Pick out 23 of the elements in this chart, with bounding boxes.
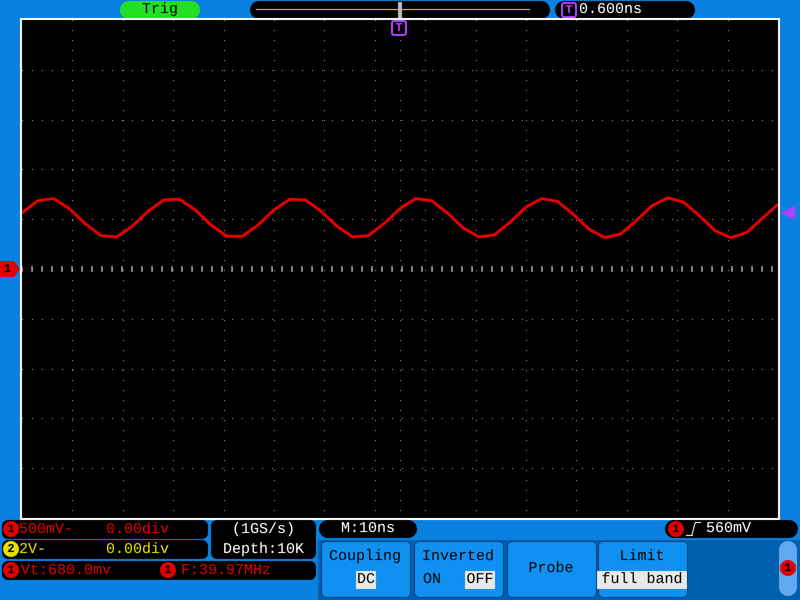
text: 0.00div [106,521,170,539]
text: M:10ns [319,520,417,538]
text: 0.00div [106,541,170,559]
text: Probe [527,560,574,578]
text: (1GS/s) [230,521,296,539]
text: Limit [618,548,666,566]
text: F:39.97MHz [181,562,272,580]
text: 500mV- [19,521,74,539]
text: Trig [120,1,200,19]
text: Coupling [328,548,402,566]
text: Vt:680.0mv [21,562,112,580]
text: Depth:10K [222,541,305,559]
text: Inverted [420,548,495,566]
text: 560mV [706,520,752,538]
trigger-time-icon: T [561,2,577,18]
text: ON [423,571,442,589]
text: full band [597,571,687,589]
text: 0.600ns [579,1,642,19]
text: 2V- [19,541,46,559]
text: OFF [465,571,495,589]
text: DC [356,571,376,589]
trigger-position-icon: T [391,20,407,36]
channel-ground-icon: 1 [0,261,20,277]
